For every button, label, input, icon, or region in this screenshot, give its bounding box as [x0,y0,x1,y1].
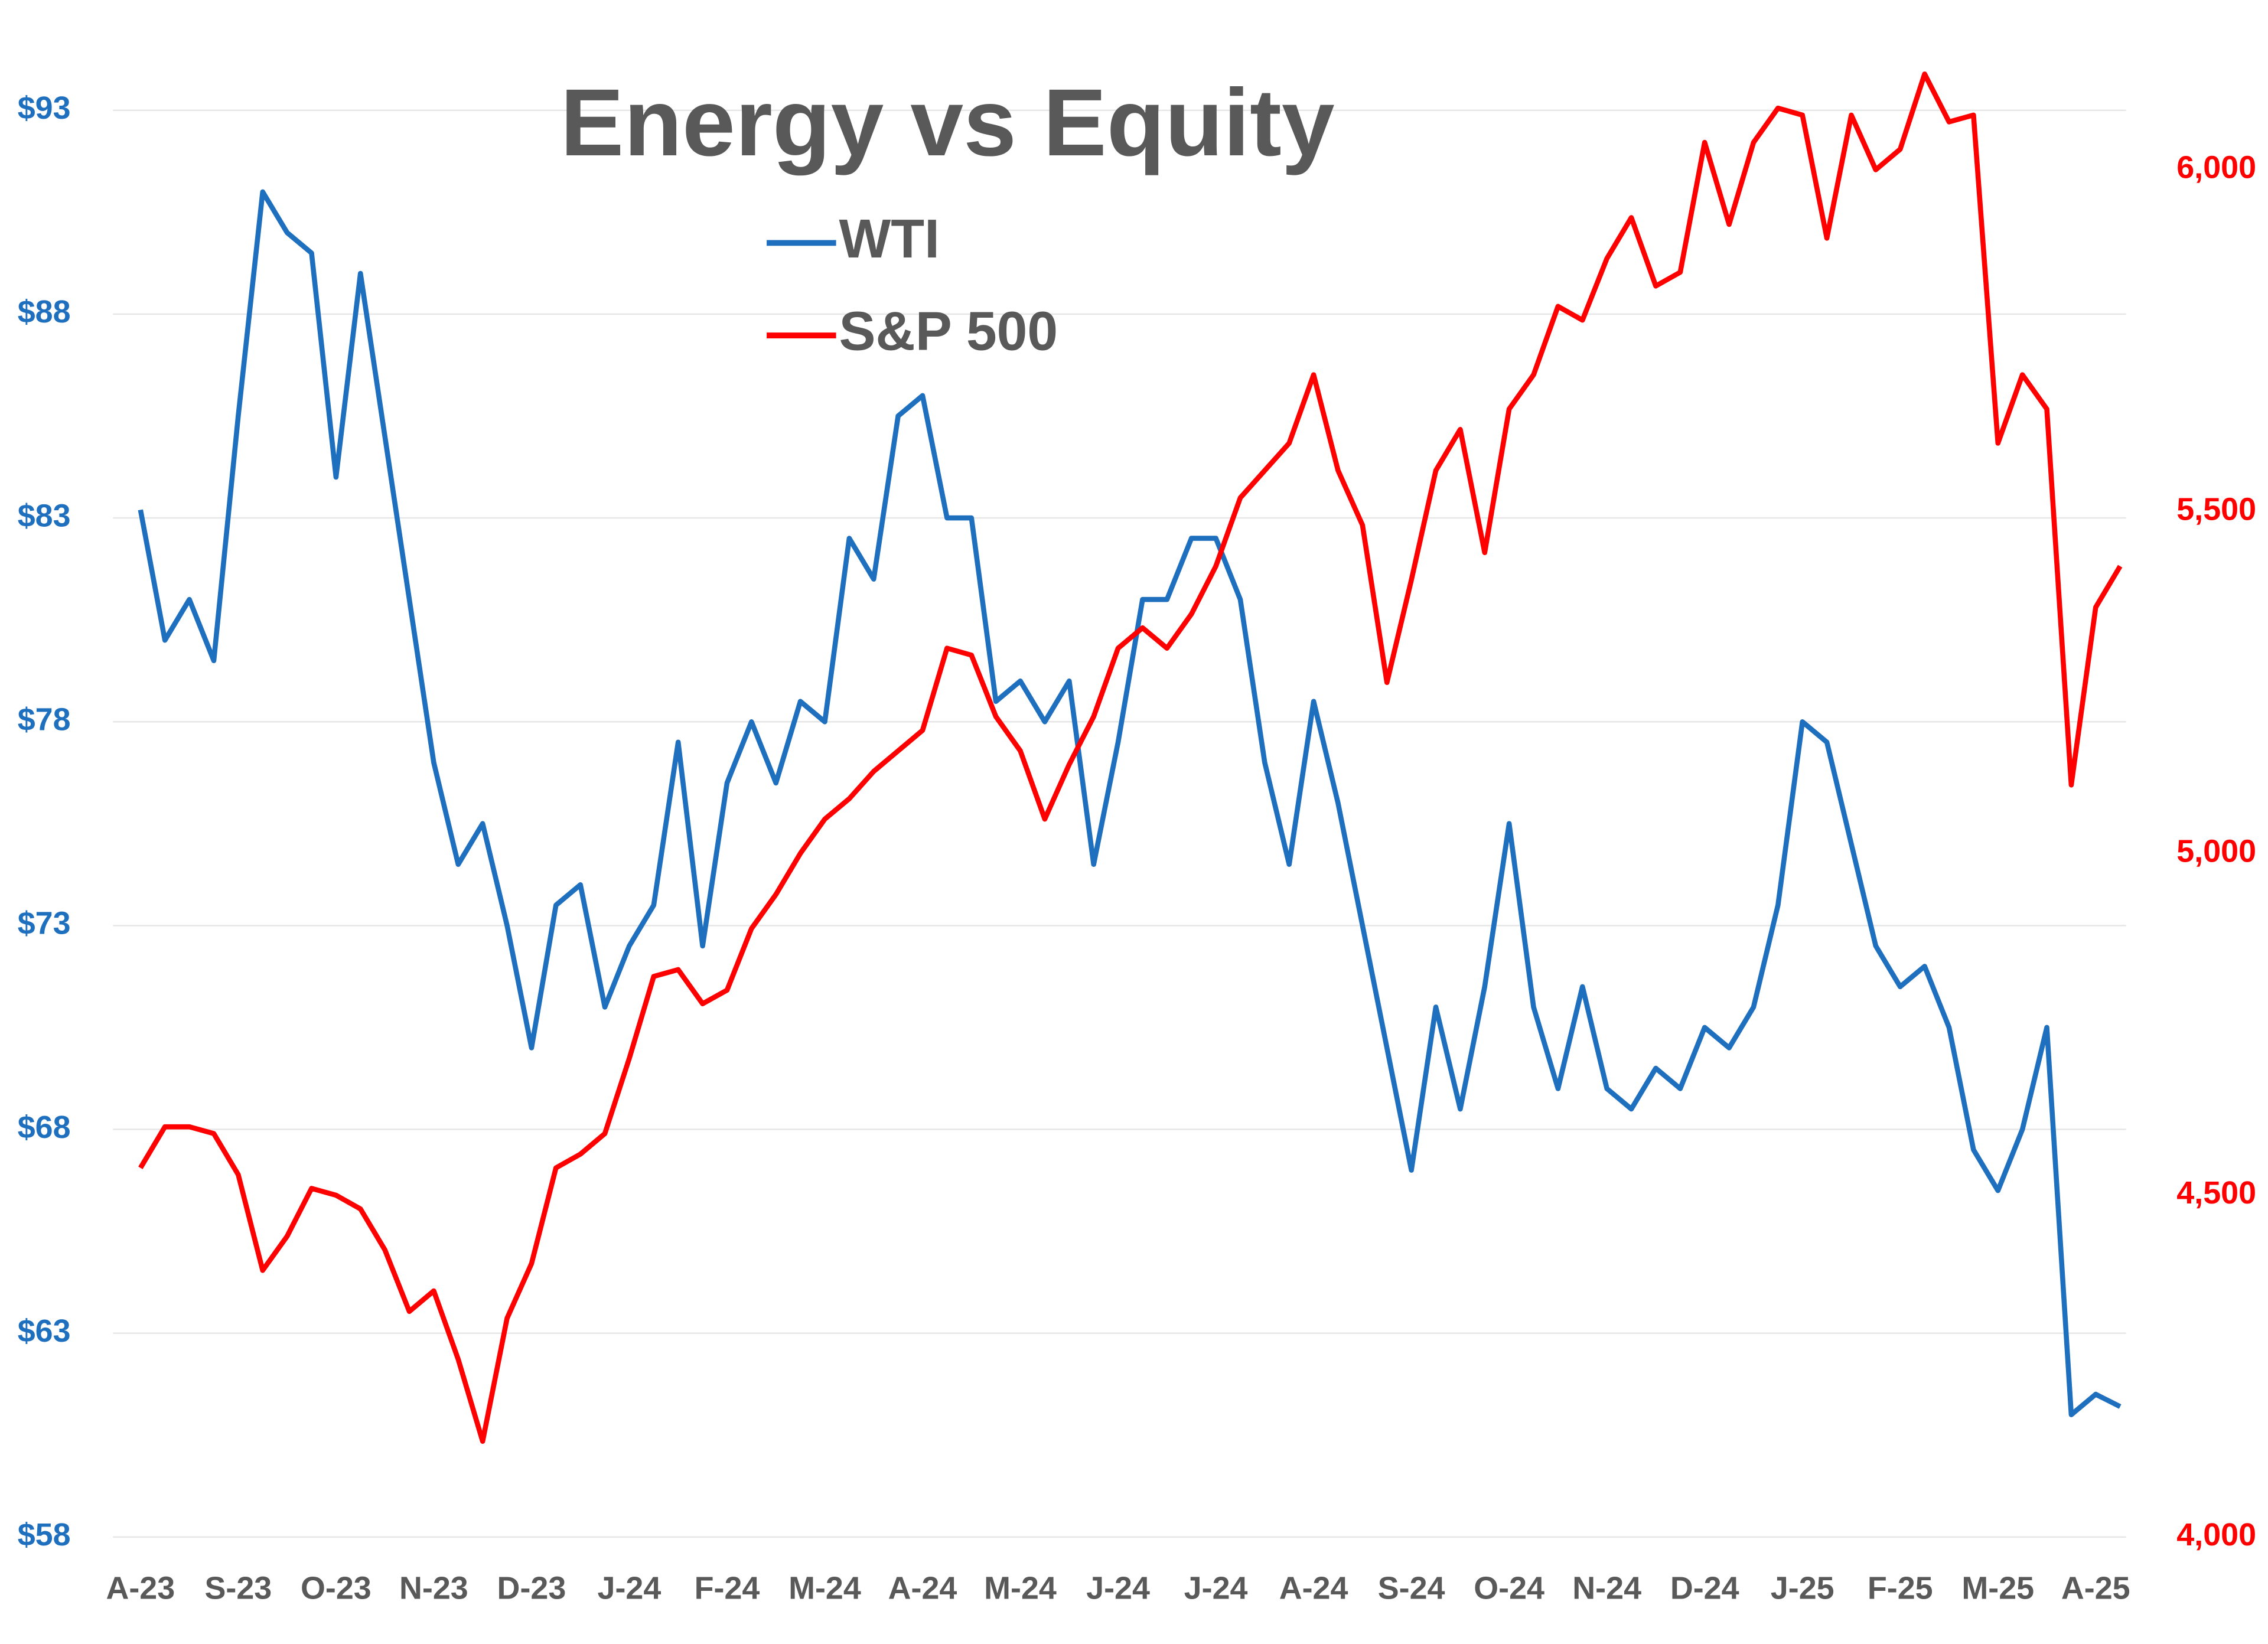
y-tick-label: $88 [18,294,71,330]
x-tick-label: F-25 [1868,1571,1933,1606]
x-tick-label: S-24 [1378,1571,1445,1606]
legend: WTI S&P 500 [767,208,1058,362]
x-tick-label: J-24 [1184,1571,1248,1606]
x-tick-label: A-23 [106,1571,175,1606]
y-tick-label: $63 [18,1313,71,1349]
x-tick-label: A-25 [2061,1571,2130,1606]
y-tick-label: $73 [18,906,71,941]
y2-tick-label: 5,000 [2176,833,2256,869]
plot [138,71,2123,1444]
y-tick-label: $93 [18,90,71,126]
y-tick-label: $58 [18,1517,71,1552]
chart-title: Energy vs Equity [561,70,1335,176]
legend-label: S&P 500 [839,301,1058,362]
axes: $58 $63 $68 $73 $78 $83 $88 $93 4,000 4,500 5,000 5… [18,90,2256,1606]
x-tick-label: A-24 [888,1571,957,1606]
legend-label: WTI [839,208,939,269]
x-tick-label: M-24 [984,1571,1057,1606]
x-tick-label: M-24 [788,1571,861,1606]
x-tick-label: O-23 [301,1571,372,1606]
x-tick-label: S-23 [204,1571,272,1606]
y-tick-label: $83 [18,498,71,533]
x-tick-label: N-24 [1572,1571,1641,1606]
y-tick-label: $78 [18,702,71,737]
x-tick-label: J-24 [1086,1571,1150,1606]
y2-tick-label: 6,000 [2176,150,2256,185]
x-tick-label: D-24 [1670,1571,1739,1606]
y2-tick-label: 5,500 [2176,491,2256,527]
y2-tick-label: 4,500 [2176,1175,2256,1211]
x-tick-label: F-24 [695,1571,760,1606]
series-line [138,71,2123,1444]
x-tick-label: A-24 [1279,1571,1348,1606]
x-tick-label: N-23 [399,1571,468,1606]
x-tick-label: J-24 [598,1571,662,1606]
x-tick-label: O-24 [1474,1571,1544,1606]
y2-tick-label: 4,000 [2176,1517,2256,1552]
x-tick-label: J-25 [1771,1571,1834,1606]
y-tick-label: $68 [18,1110,71,1145]
x-tick-label: D-23 [497,1571,566,1606]
x-tick-label: M-25 [1961,1571,2034,1606]
series-line [138,189,2122,1417]
